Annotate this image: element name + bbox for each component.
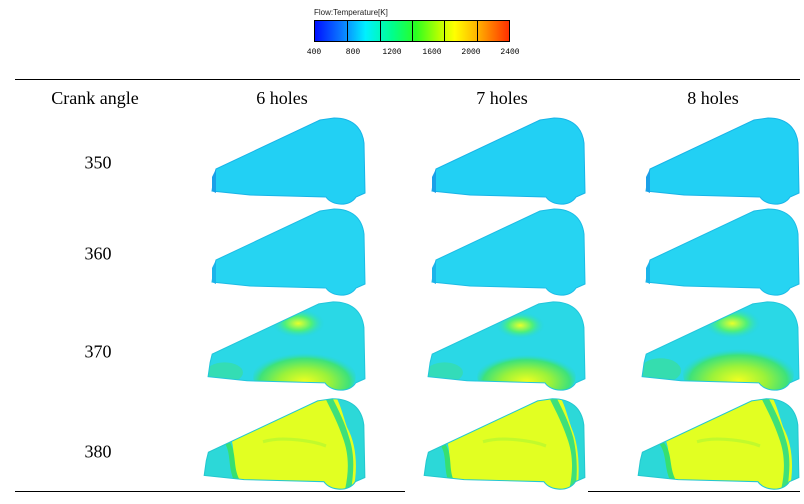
cfd-8holes-370 xyxy=(638,298,802,398)
legend-tick: 1600 xyxy=(422,48,442,57)
legend-tick: 2400 xyxy=(500,48,520,57)
legend-tick: 400 xyxy=(306,48,322,57)
cfd-6holes-350 xyxy=(208,115,368,211)
header-6-holes: 6 holes xyxy=(256,88,308,108)
table-bottom-rule-left xyxy=(15,491,405,492)
temperature-legend: Flow:Temperature[K] 400 800 1200 1600 20… xyxy=(300,8,530,64)
cfd-6holes-380 xyxy=(200,394,368,498)
cfd-7holes-350 xyxy=(428,115,588,211)
header-7-holes: 7 holes xyxy=(476,88,528,108)
legend-color-bar xyxy=(314,20,510,42)
legend-title: Flow:Temperature[K] xyxy=(314,8,388,17)
cfd-8holes-360 xyxy=(642,206,802,302)
cfd-7holes-360 xyxy=(428,206,588,302)
legend-tick: 1200 xyxy=(382,48,402,57)
cfd-8holes-350 xyxy=(642,115,802,211)
cfd-7holes-380 xyxy=(420,394,588,498)
crank-angle-370: 370 xyxy=(84,341,112,362)
legend-tick: 2000 xyxy=(461,48,481,57)
cfd-8holes-380 xyxy=(634,394,802,498)
crank-angle-360: 360 xyxy=(84,243,112,264)
crank-angle-350: 350 xyxy=(84,152,112,173)
table-top-rule xyxy=(15,79,800,80)
legend-tick: 800 xyxy=(345,48,361,57)
cfd-6holes-360 xyxy=(208,206,368,302)
crank-angle-380: 380 xyxy=(84,441,112,462)
cfd-7holes-370 xyxy=(424,298,588,398)
legend-ticks: 400 800 1200 1600 2000 2400 xyxy=(300,48,530,60)
header-crank-angle: Crank angle xyxy=(51,88,139,108)
table-bottom-rule-right xyxy=(588,491,800,492)
cfd-6holes-370 xyxy=(204,298,368,398)
header-8-holes: 8 holes xyxy=(687,88,739,108)
